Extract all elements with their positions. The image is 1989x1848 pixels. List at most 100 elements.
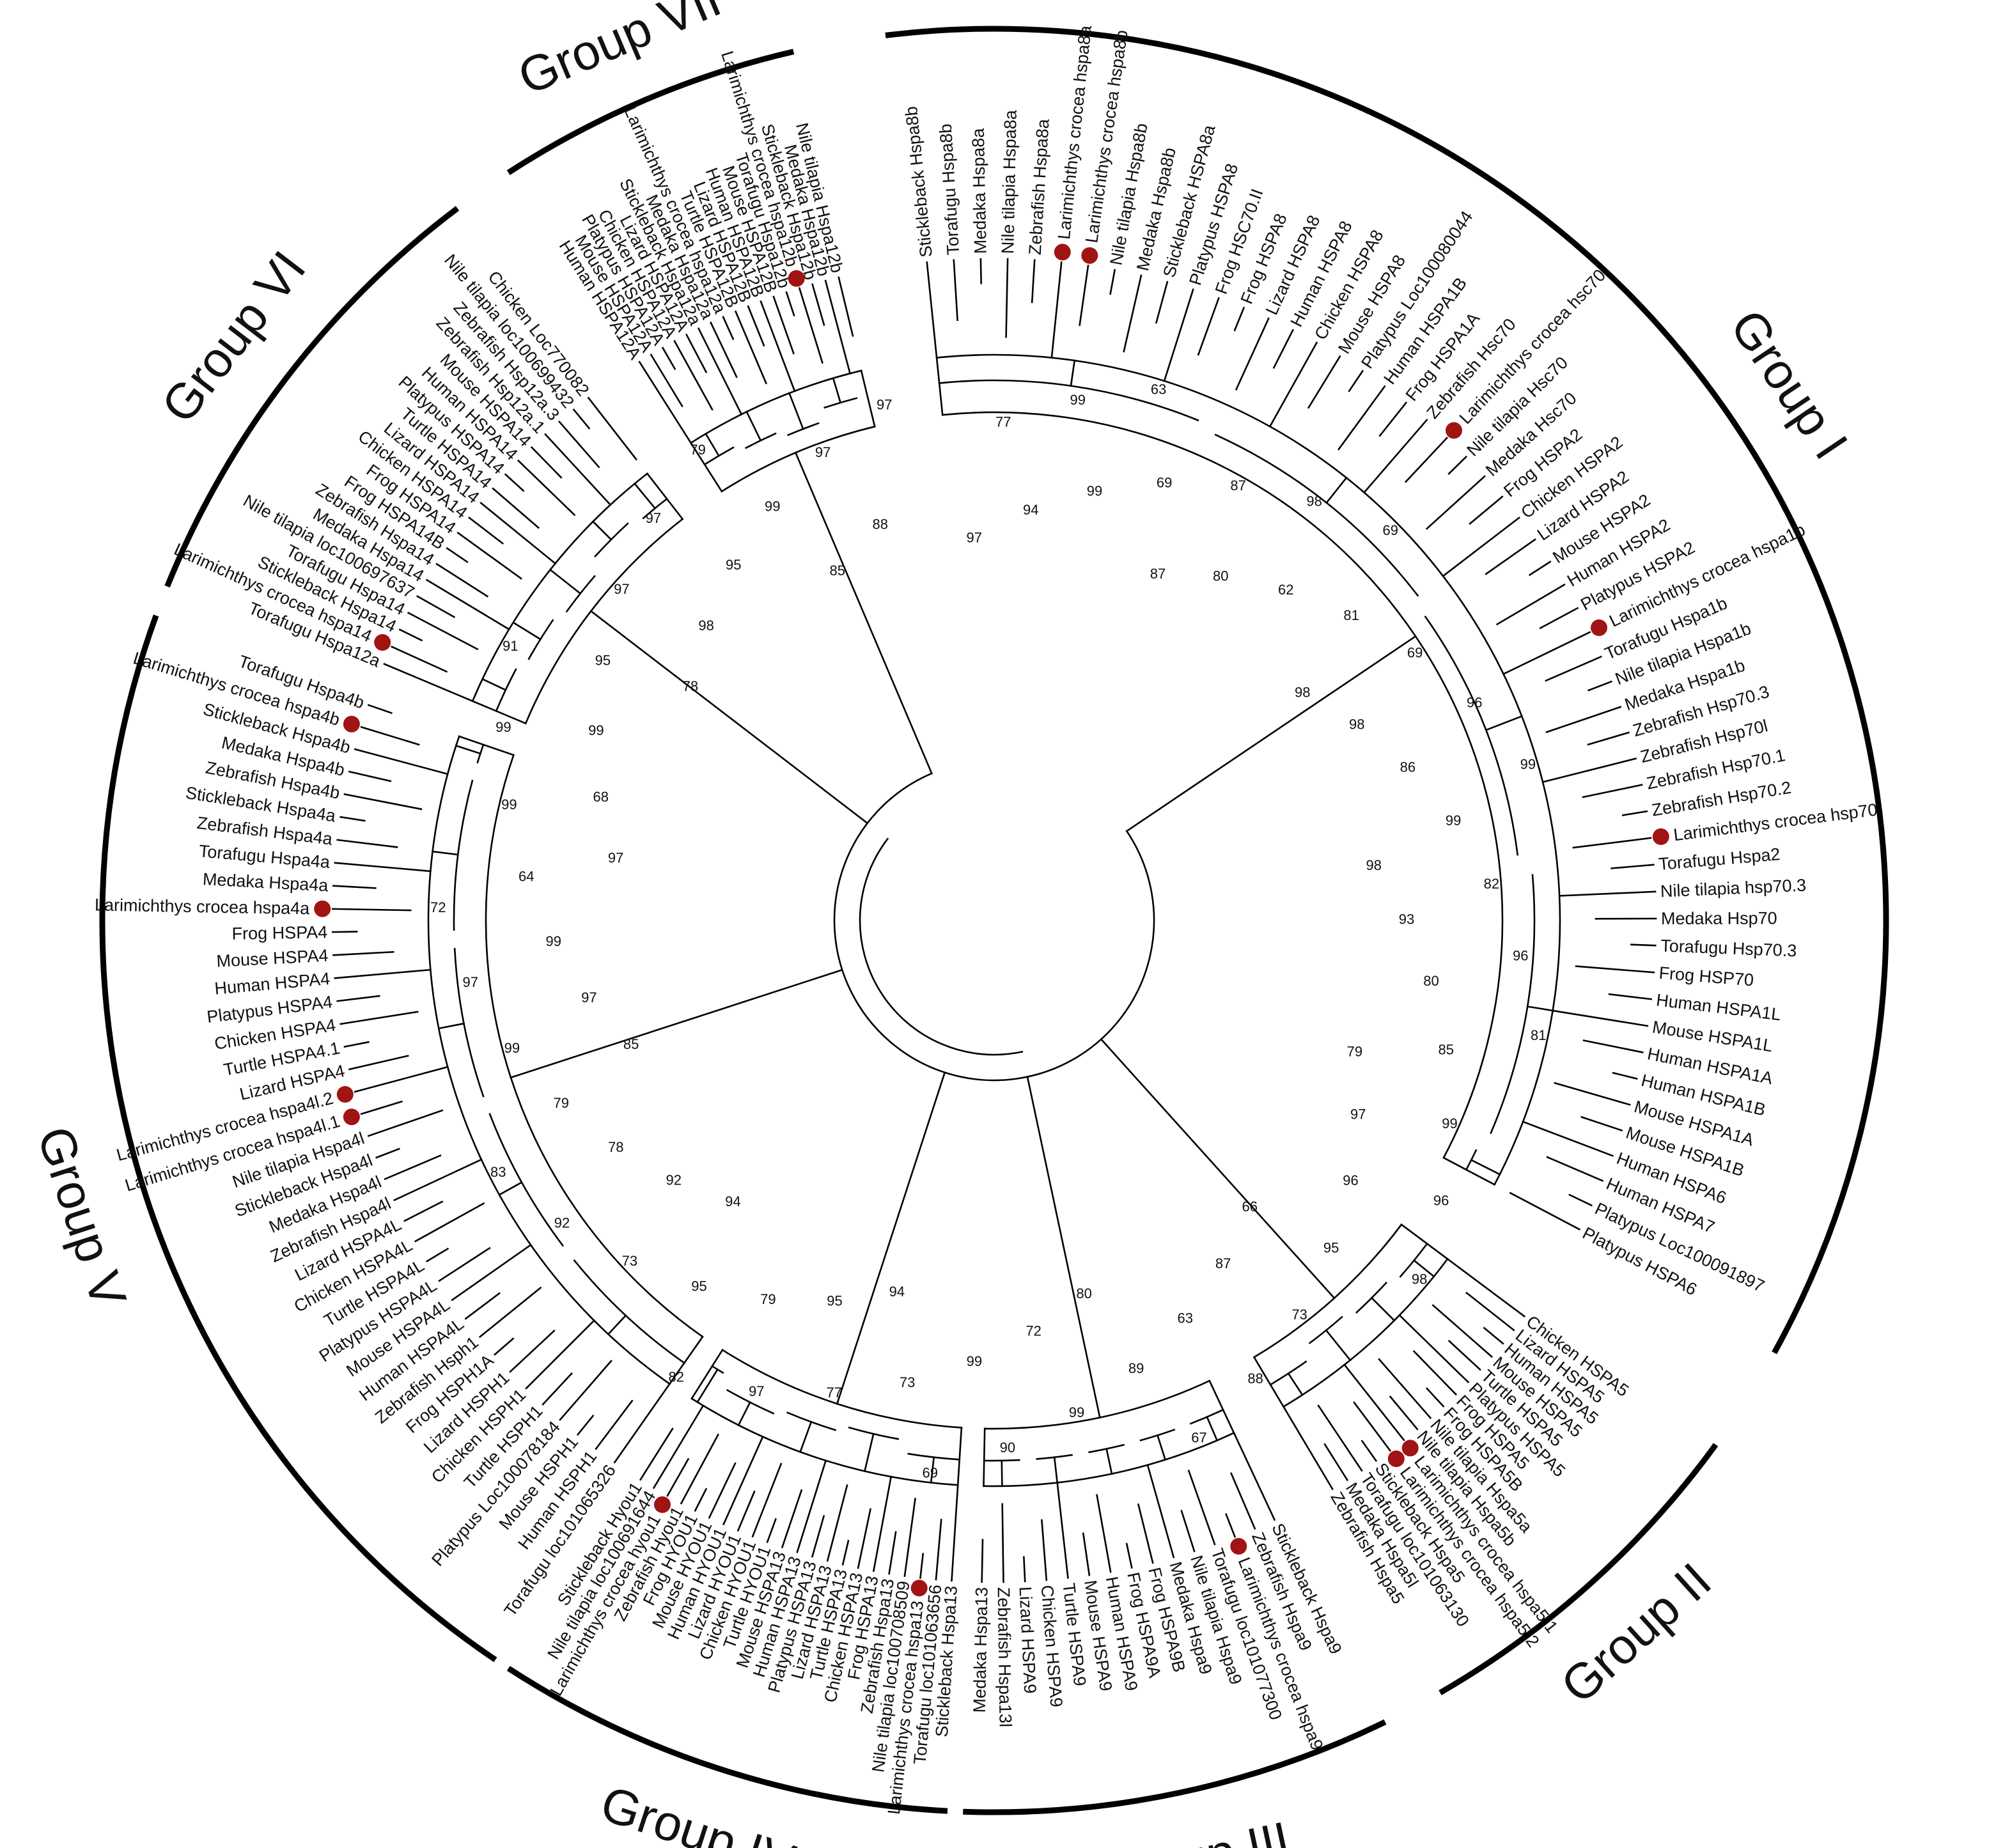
group-root-arc [941, 411, 1504, 1159]
group-stem [589, 610, 869, 825]
species-marker [788, 270, 805, 287]
clade-arc [1282, 1257, 1449, 1408]
bootstrap-value: 95 [691, 1278, 706, 1294]
group-edge [860, 369, 876, 428]
bootstrap-value: 94 [889, 1284, 905, 1300]
bootstrap-value: 68 [593, 789, 609, 805]
leaf-branch [919, 1553, 924, 1579]
leaf-branch [1180, 1509, 1196, 1553]
leaf-branch [710, 321, 738, 378]
inner-root-arc [859, 837, 1024, 1056]
leaf-label: Torafugu Hspa2 [1658, 844, 1781, 874]
leaf-branch [407, 611, 479, 651]
leaf-branch [331, 908, 412, 912]
root-arc [833, 772, 1155, 1082]
leaf-branch [530, 446, 563, 479]
leaf-branch [595, 1399, 634, 1450]
bootstrap-value: 95 [595, 653, 611, 669]
leaf-branch [1233, 1431, 1276, 1521]
species-marker [1081, 247, 1098, 264]
leaf-label: Zebrafish Hspa13l [994, 1587, 1015, 1728]
bootstrap-value: 97 [646, 510, 661, 526]
bootstrap-value: 63 [1177, 1310, 1192, 1326]
bootstrap-value: 90 [1000, 1440, 1015, 1456]
leaf-branch [517, 459, 576, 516]
leaf-branch [1582, 1039, 1644, 1053]
bootstrap-value: 87 [1150, 566, 1166, 582]
bootstrap-value: 99 [967, 1353, 982, 1369]
bootstrap-value: 69 [1382, 522, 1398, 538]
leaf-branch [426, 1247, 449, 1262]
leaf-branch [1582, 784, 1643, 798]
leaf-branch [504, 473, 525, 492]
bootstrap-value: 79 [554, 1095, 569, 1111]
leaf-branch [857, 1508, 872, 1569]
bootstrap-value: 97 [462, 974, 478, 990]
group-edge [956, 1427, 963, 1486]
subclade-stem [696, 1368, 719, 1404]
bootstrap-value: 87 [1230, 478, 1245, 493]
leaf-branch [1612, 1071, 1638, 1080]
group-edge [1400, 1223, 1449, 1261]
bootstrap-value: 97 [749, 1383, 764, 1399]
species-marker [1652, 828, 1669, 845]
group-edge [1208, 1379, 1235, 1434]
leaf-branch [673, 339, 714, 411]
bootstrap-value: 97 [581, 990, 597, 1006]
leaf-branch [1545, 706, 1622, 733]
leaf-branch [1082, 1532, 1091, 1576]
leaf-label: Medaka Hsp70 [1661, 908, 1777, 928]
leaf-branch [1608, 993, 1653, 1000]
leaf-branch [1621, 810, 1648, 816]
leaf-branch [1528, 561, 1552, 577]
leaf-branch [613, 1383, 671, 1464]
group-label: Group I [1719, 300, 1859, 469]
leaf-branch [1442, 516, 1520, 578]
clade-arc [471, 472, 649, 703]
leaf-branch [888, 1531, 897, 1575]
leaf-branch [1343, 1363, 1405, 1441]
group-arc [1439, 1443, 1719, 1695]
bootstrap-layer: 97 77 94 99 99 63 69 87 87 80 98 62 69 81 98 69 98 96 86 99… [430, 381, 1547, 1480]
bootstrap-value: 98 [1366, 857, 1382, 873]
bootstrap-value: 97 [815, 444, 831, 460]
leaf-branch [354, 1066, 449, 1093]
bootstrap-value: 80 [1213, 568, 1228, 584]
subclade-stem [1070, 359, 1076, 387]
leaf-branch [953, 259, 958, 322]
leaf-branch [981, 1539, 984, 1583]
leaf-branch [331, 931, 358, 933]
leaf-branch [1362, 419, 1428, 494]
bootstrap-value: 92 [666, 1172, 682, 1188]
leaf-branch [639, 1427, 674, 1481]
bootstrap-value: 81 [1531, 1027, 1546, 1043]
leaf-branch [446, 547, 469, 563]
bootstrap-value: 64 [519, 869, 534, 885]
leaf-branch [1587, 731, 1630, 746]
leaf-branch [525, 1319, 596, 1390]
subclade-stem [1156, 1434, 1167, 1461]
leaf-label: Stickleback Hspa8b [901, 105, 936, 258]
subclade-stem [1325, 476, 1348, 504]
bootstrap-value: 77 [826, 1385, 841, 1401]
bootstrap-value: 87 [1215, 1255, 1231, 1271]
leaf-branch [1233, 306, 1245, 332]
leaf-branch [935, 1518, 942, 1581]
leaf-branch [343, 793, 423, 811]
bootstrap-value: 73 [900, 1374, 915, 1390]
leaf-branch [1163, 288, 1194, 382]
bootstrap-value: 97 [614, 581, 629, 597]
group-root-arc [721, 1349, 963, 1429]
bootstrap-value: 93 [1399, 911, 1414, 927]
subclade-stem [455, 744, 482, 755]
bootstrap-value: 88 [872, 516, 887, 532]
species-marker [1591, 619, 1607, 636]
group-label: Group VII [510, 0, 729, 105]
leaf-label: Frog HSPA4 [231, 922, 327, 943]
subclade-stem [633, 482, 657, 510]
leaf-branch [367, 704, 393, 715]
leaf-branch [1235, 317, 1270, 391]
leaf-branch [772, 295, 795, 355]
group-edge [471, 700, 527, 725]
bootstrap-value: 96 [1433, 1193, 1449, 1209]
